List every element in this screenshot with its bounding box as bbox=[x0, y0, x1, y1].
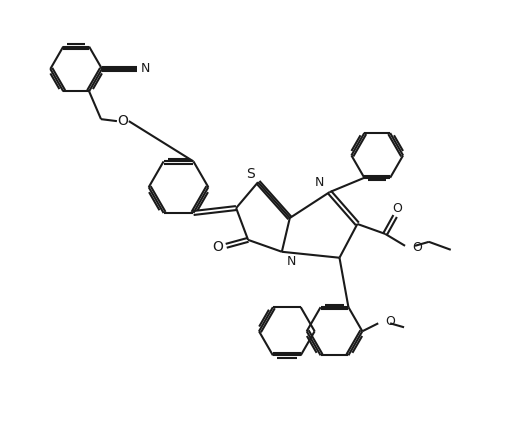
Text: O: O bbox=[392, 201, 402, 214]
Text: O: O bbox=[385, 315, 395, 328]
Text: O: O bbox=[118, 114, 128, 128]
Text: N: N bbox=[315, 176, 324, 189]
Text: N: N bbox=[287, 255, 296, 268]
Text: O: O bbox=[412, 241, 422, 254]
Text: N: N bbox=[141, 62, 150, 76]
Text: S: S bbox=[246, 167, 254, 181]
Text: O: O bbox=[212, 240, 223, 254]
